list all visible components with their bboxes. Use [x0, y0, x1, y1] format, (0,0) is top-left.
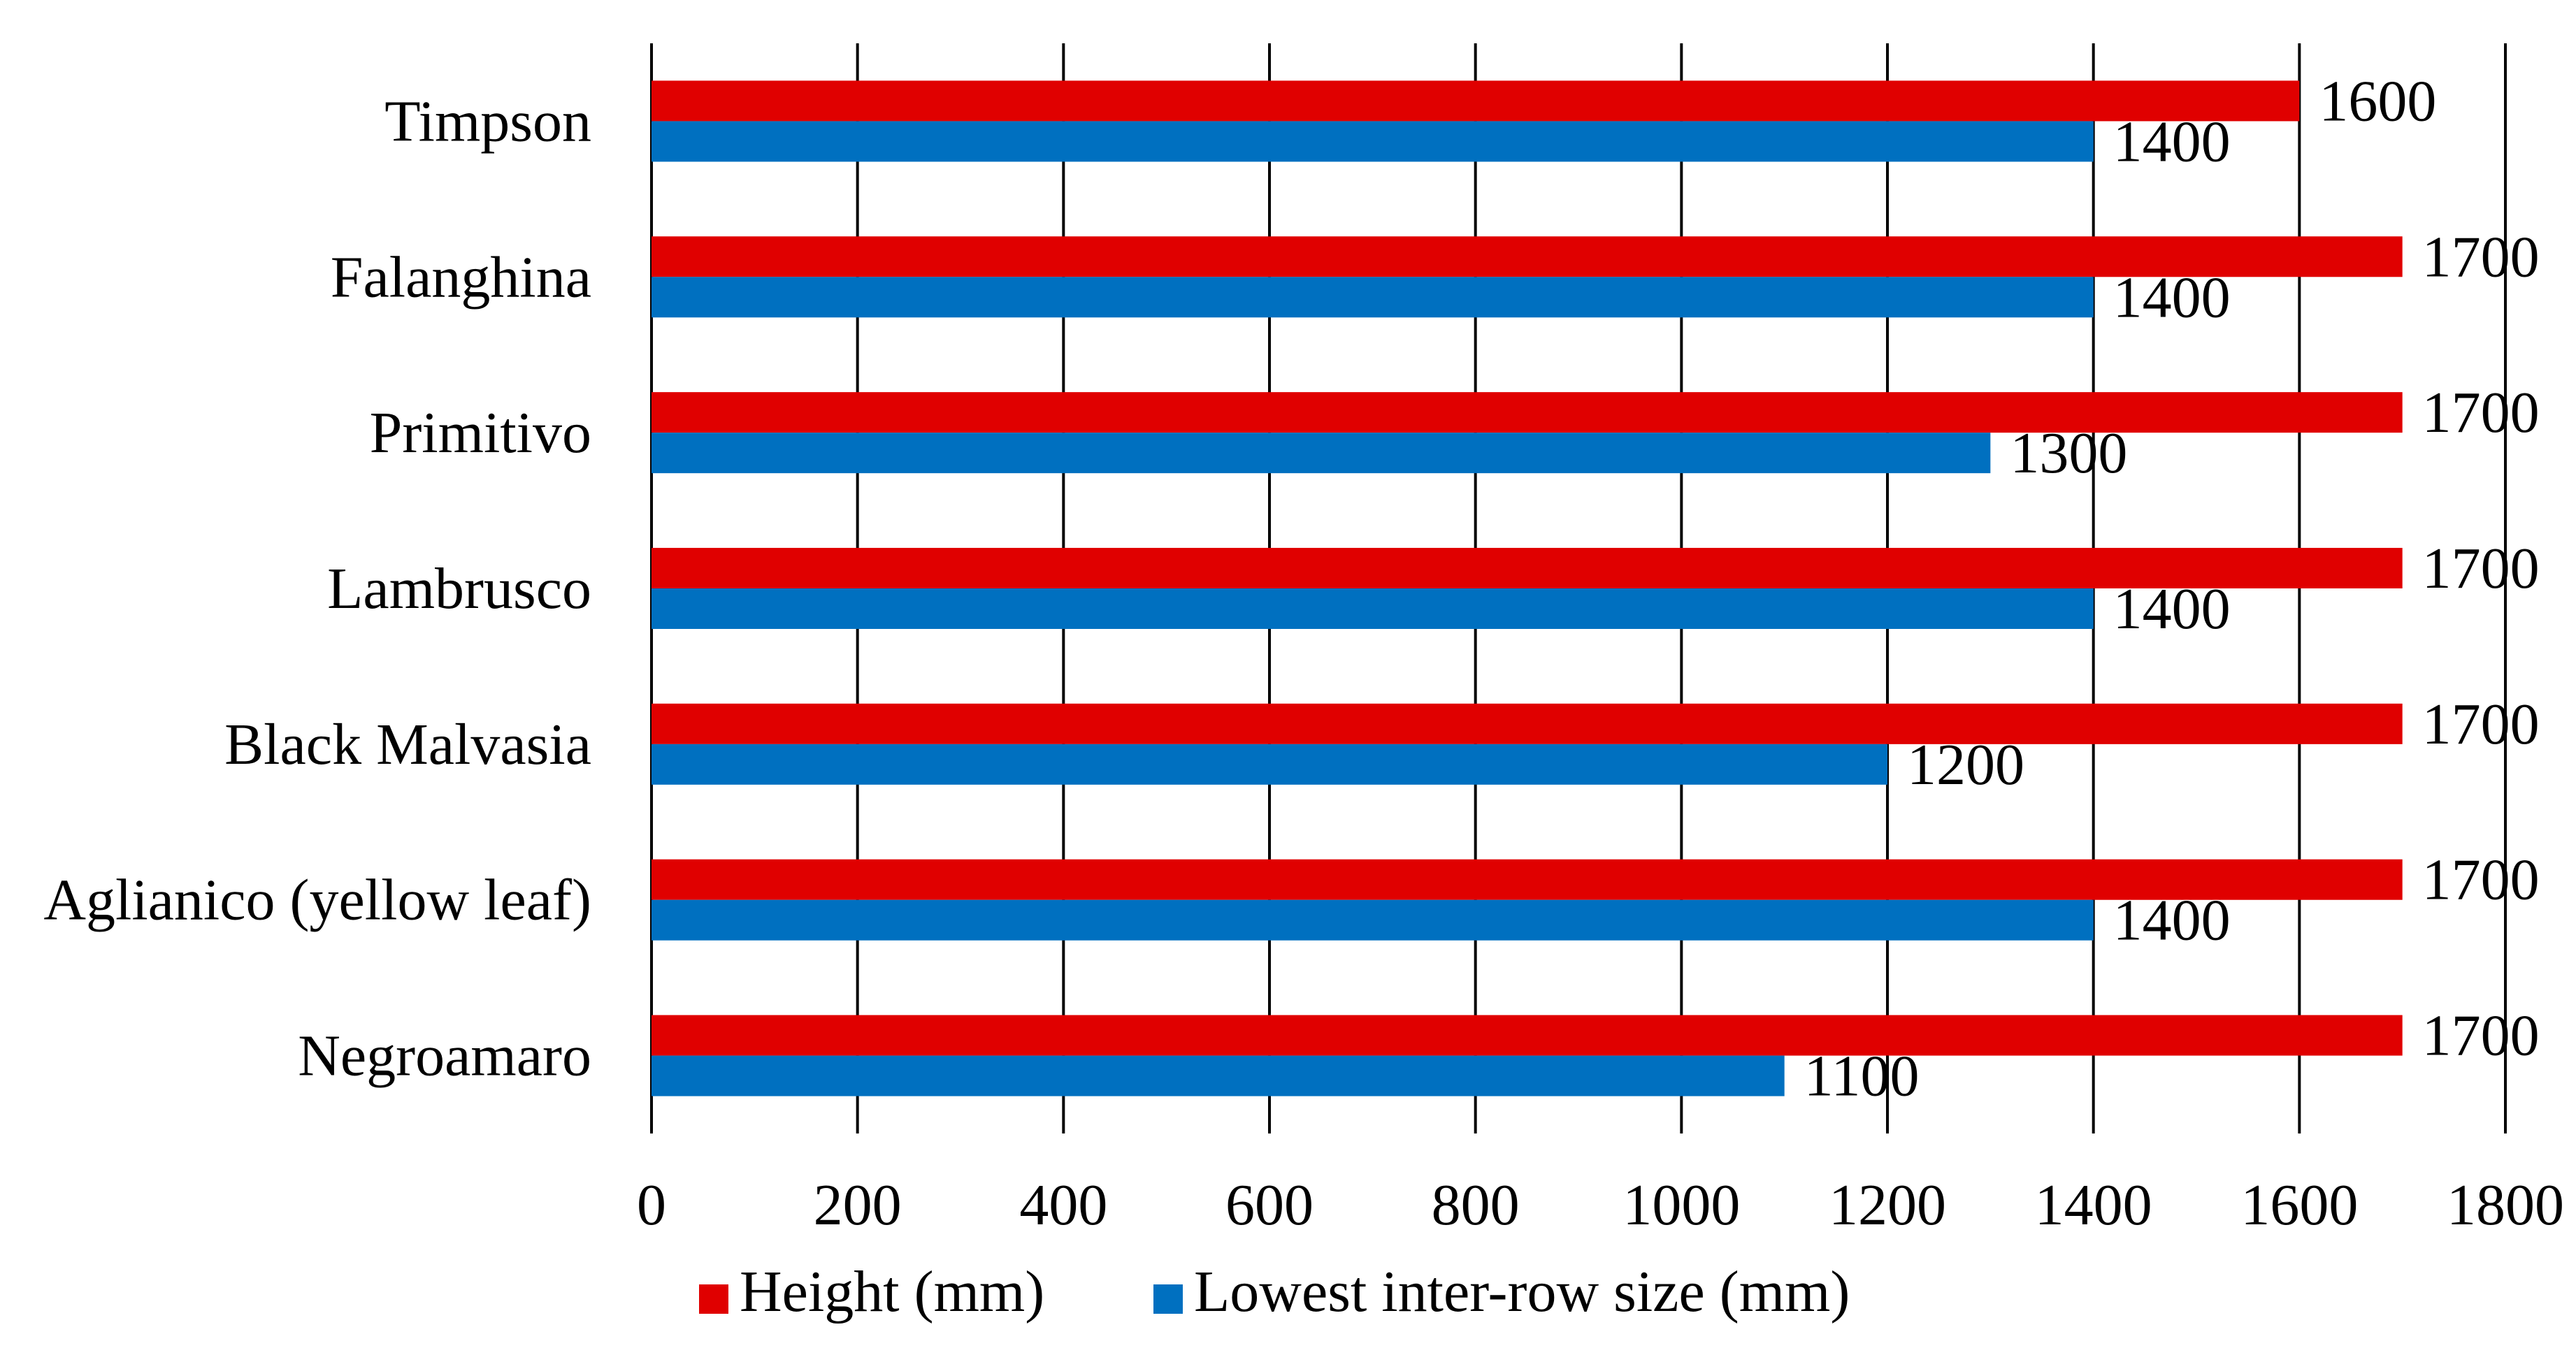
- category-axis-labels: Timpson Falanghina Primitivo Lambrusco Black…: [43, 89, 591, 1088]
- inter-row-data-label: 1400: [2113, 265, 2231, 330]
- inter-row-data-label: 1100: [1804, 1044, 1920, 1109]
- height-bar: [652, 859, 2403, 900]
- category-label: Falanghina: [331, 245, 591, 310]
- x-tick-label: 1400: [2035, 1173, 2152, 1238]
- bars: [652, 80, 2403, 1096]
- category-label: Negroamaro: [298, 1024, 591, 1089]
- category-label: Lambrusco: [327, 556, 591, 621]
- legend-swatch-inter-row: [1153, 1284, 1183, 1314]
- height-data-label: 1700: [2422, 224, 2540, 289]
- height-data-label: 1700: [2422, 1003, 2540, 1068]
- inter-row-data-label: 1200: [1907, 732, 2024, 797]
- height-bar: [652, 1015, 2403, 1056]
- inter-row-bar: [652, 899, 2094, 941]
- height-bar: [652, 703, 2403, 744]
- category-label: Aglianico (yellow leaf): [43, 868, 591, 933]
- height-bar: [652, 548, 2403, 588]
- inter-row-bar: [652, 277, 2094, 318]
- inter-row-data-label: 1400: [2113, 109, 2231, 174]
- x-tick-label: 400: [1019, 1173, 1107, 1238]
- x-tick-label: 1000: [1622, 1173, 1740, 1238]
- inter-row-data-label: 1300: [2010, 421, 2127, 486]
- height-bar: [652, 80, 2300, 122]
- inter-row-bar: [652, 744, 1887, 785]
- legend: Height (mm) Lowest inter-row size (mm): [699, 1259, 1850, 1324]
- height-bar: [652, 236, 2403, 277]
- height-bar: [652, 392, 2403, 433]
- category-label: Primitivo: [370, 400, 591, 465]
- height-data-label: 1700: [2422, 380, 2540, 445]
- inter-row-data-label: 1400: [2113, 888, 2231, 953]
- inter-row-data-label: 1400: [2113, 577, 2231, 642]
- height-data-label: 1700: [2422, 692, 2540, 757]
- x-tick-label: 1800: [2447, 1173, 2564, 1238]
- inter-row-bar: [652, 433, 1991, 474]
- inter-row-bar: [652, 1055, 1785, 1096]
- x-tick-label: 600: [1225, 1173, 1314, 1238]
- inter-row-bar: [652, 121, 2094, 162]
- height-data-label: 1600: [2319, 68, 2436, 133]
- data-labels: 1600 1400 1700 1400 1700 1300 1700 1400 1700 1200…: [1804, 68, 2540, 1108]
- x-tick-label: 0: [637, 1173, 666, 1238]
- x-tick-label: 1200: [1829, 1173, 1946, 1238]
- x-tick-label: 800: [1432, 1173, 1520, 1238]
- legend-label-inter-row: Lowest inter-row size (mm): [1194, 1259, 1850, 1324]
- inter-row-bar: [652, 588, 2094, 629]
- category-label: Timpson: [384, 89, 591, 154]
- value-axis-tick-labels: 0 200 400 600 800 1000 1200 1400 1600 1800: [637, 1173, 2564, 1238]
- category-label: Black Malvasia: [224, 712, 591, 777]
- legend-label-height: Height (mm): [740, 1259, 1044, 1324]
- legend-swatch-height: [699, 1284, 728, 1314]
- height-data-label: 1700: [2422, 848, 2540, 913]
- x-tick-label: 200: [814, 1173, 902, 1238]
- height-data-label: 1700: [2422, 536, 2540, 601]
- x-tick-label: 1600: [2240, 1173, 2358, 1238]
